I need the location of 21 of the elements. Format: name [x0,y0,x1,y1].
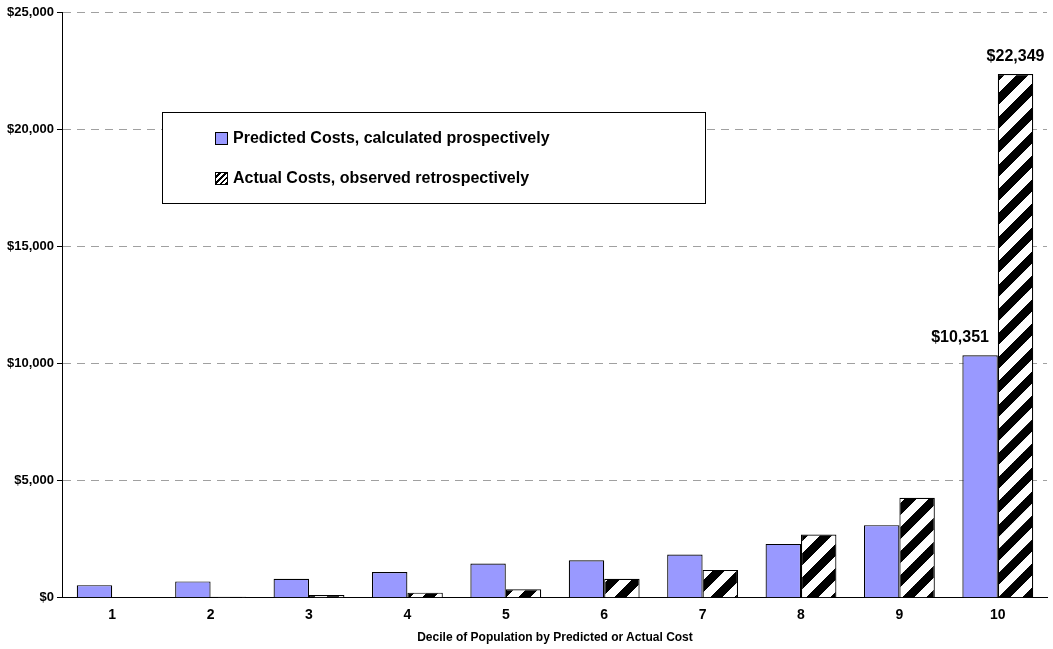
x-tick-label: 6 [600,606,609,623]
x-tick-label: 3 [305,606,314,623]
x-tick-label: 10 [990,606,1006,623]
y-tick-label: $0 [39,589,54,605]
data-label: $22,349 [986,46,1045,64]
x-axis-title: Decile of Population by Predicted or Actual Cost [417,630,693,645]
data-label: $10,351 [931,327,990,345]
x-tick-label: 2 [206,606,215,623]
legend-label: Actual Costs, observed retrospectively [233,169,530,187]
y-tick-label: $5,000 [14,472,54,488]
y-tick-label: $20,000 [6,120,54,136]
y-tick-label: $15,000 [6,237,54,253]
x-tick-label: 7 [698,606,707,623]
x-tick-label: 4 [403,606,412,623]
x-tick-label: 5 [501,606,510,623]
y-tick-label: $25,000 [6,3,54,19]
y-tick-label: $10,000 [6,355,54,371]
x-tick-label: 8 [797,606,806,623]
x-tick-label: 1 [108,606,117,623]
legend-label: Predicted Costs, calculated prospectively [233,129,550,147]
x-tick-label: 9 [895,606,904,623]
